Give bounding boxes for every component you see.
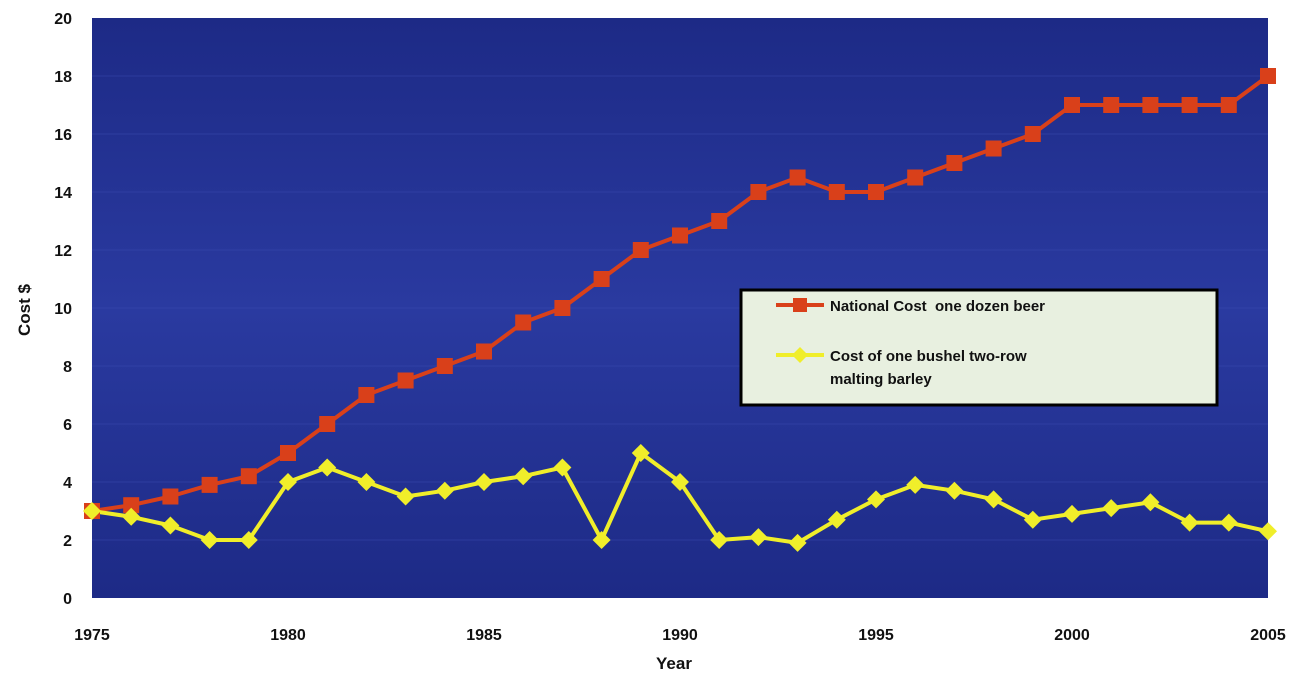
- beer-point: [1142, 97, 1159, 113]
- y-tick-label: 8: [63, 359, 72, 376]
- beer-point: [750, 184, 767, 200]
- x-axis-label: Year: [656, 654, 692, 673]
- x-tick-label: 1975: [74, 627, 110, 644]
- beer-point: [828, 184, 845, 200]
- barley-point: [671, 473, 689, 491]
- x-tick-label: 1985: [466, 627, 502, 644]
- beer-point: [476, 343, 492, 360]
- beer-point: [280, 445, 296, 461]
- beer-point: [1024, 126, 1041, 142]
- y-axis-label: Cost $: [15, 283, 34, 336]
- beer-point: [868, 184, 884, 200]
- barley-point: [318, 458, 337, 477]
- beer-point: [554, 300, 571, 316]
- barley-point: [906, 475, 925, 494]
- beer-point: [1064, 97, 1080, 113]
- x-tick-label: 1990: [662, 627, 698, 644]
- legend-barley-marker: [792, 347, 808, 363]
- beer-point: [593, 271, 610, 287]
- legend-barley-label-line2: malting barley: [830, 371, 932, 388]
- legend: National Cost one dozen beer Cost of one…: [739, 288, 1219, 407]
- barley-point: [514, 467, 533, 486]
- barley-point: [1180, 513, 1199, 532]
- barley-point: [827, 510, 846, 529]
- y-tick-label: 10: [54, 301, 72, 318]
- beer-point: [907, 169, 924, 186]
- y-tick-label: 6: [63, 417, 72, 434]
- barley-point: [435, 481, 454, 500]
- beer-point: [672, 227, 688, 244]
- y-tick-label: 0: [63, 591, 72, 608]
- beer-point: [1260, 68, 1276, 84]
- barley-point: [984, 490, 1003, 509]
- beer-point: [397, 372, 414, 389]
- legend-beer-marker: [793, 298, 807, 312]
- barley-point: [749, 528, 768, 547]
- barley-point: [945, 481, 964, 500]
- beer-point: [123, 497, 140, 514]
- beer-point: [436, 358, 453, 374]
- y-tick-label: 12: [54, 243, 72, 260]
- barley-point: [1219, 513, 1238, 532]
- barley-point: [357, 473, 376, 491]
- beer-point: [789, 169, 806, 186]
- x-tick-label: 1995: [858, 627, 894, 644]
- x-tick-label: 2000: [1054, 627, 1090, 644]
- barley-point: [1141, 493, 1160, 512]
- barley-point: [239, 531, 258, 549]
- y-tick-label: 18: [54, 69, 72, 86]
- x-tick-label: 2005: [1250, 627, 1286, 644]
- barley-point: [279, 473, 297, 491]
- barley-point: [867, 490, 885, 509]
- beer-point: [632, 242, 649, 258]
- beer-point: [946, 155, 963, 171]
- beer-point: [162, 488, 179, 505]
- legend-beer-label: National Cost one dozen beer: [830, 298, 1045, 315]
- beer-point: [358, 387, 375, 403]
- barley-point: [592, 531, 611, 549]
- beer-point: [201, 476, 218, 493]
- barley-point: [161, 516, 180, 535]
- barley-point: [83, 502, 101, 520]
- y-tick-label: 20: [54, 11, 72, 28]
- barley-point: [631, 444, 650, 462]
- beer-point: [985, 140, 1002, 157]
- y-tick-label: 16: [54, 127, 72, 144]
- y-tick-label: 2: [63, 533, 72, 550]
- y-tick-label: 14: [54, 185, 72, 202]
- barley-point: [553, 458, 572, 477]
- barley-point: [1102, 499, 1121, 518]
- legend-box: [739, 288, 1219, 407]
- x-tick-label: 1980: [270, 627, 306, 644]
- barley-point: [1259, 522, 1277, 541]
- barley-point: [1063, 504, 1081, 523]
- legend-barley-label-line1: Cost of one bushel two-row: [830, 348, 1027, 365]
- beer-point: [1103, 97, 1120, 113]
- barley-point: [396, 487, 415, 506]
- beer-point: [319, 416, 336, 432]
- beer-point: [1181, 97, 1198, 113]
- beer-point: [1220, 97, 1237, 113]
- beer-point: [515, 314, 532, 331]
- barley-point: [1023, 510, 1042, 529]
- barley-point: [475, 473, 493, 491]
- y-tick-label: 4: [63, 475, 72, 492]
- barley-point: [710, 531, 729, 549]
- beer-point: [711, 213, 728, 229]
- barley-point: [788, 533, 807, 552]
- barley-point: [200, 531, 219, 549]
- barley-point: [122, 507, 141, 526]
- beer-point: [240, 468, 257, 485]
